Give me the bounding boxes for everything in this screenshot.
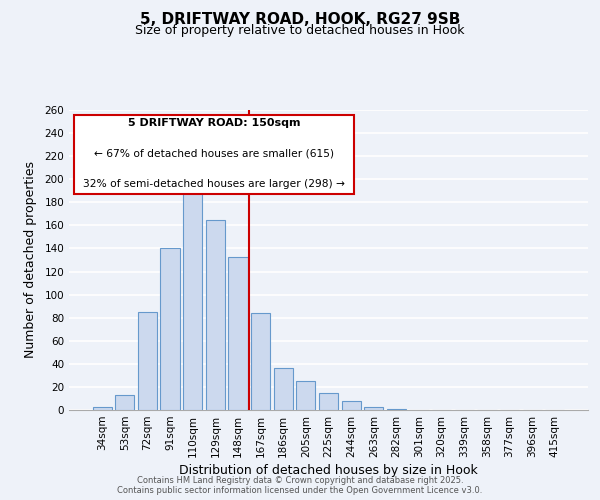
Text: Contains HM Land Registry data © Crown copyright and database right 2025.: Contains HM Land Registry data © Crown c… <box>137 476 463 485</box>
Bar <box>341 401 361 410</box>
Text: 5 DRIFTWAY ROAD: 150sqm: 5 DRIFTWAY ROAD: 150sqm <box>128 118 301 128</box>
Text: 5, DRIFTWAY ROAD, HOOK, RG27 9SB: 5, DRIFTWAY ROAD, HOOK, RG27 9SB <box>140 12 460 28</box>
Bar <box>274 368 293 410</box>
Bar <box>251 313 270 410</box>
Bar <box>92 406 112 410</box>
Bar <box>138 312 157 410</box>
Bar <box>206 220 225 410</box>
FancyBboxPatch shape <box>74 114 355 194</box>
Bar <box>364 406 383 410</box>
Text: Contains public sector information licensed under the Open Government Licence v3: Contains public sector information licen… <box>118 486 482 495</box>
Text: ← 67% of detached houses are smaller (615): ← 67% of detached houses are smaller (61… <box>94 149 334 159</box>
Bar <box>319 392 338 410</box>
Bar <box>160 248 180 410</box>
Bar <box>296 381 316 410</box>
Bar <box>115 395 134 410</box>
Y-axis label: Number of detached properties: Number of detached properties <box>25 162 37 358</box>
Bar <box>387 409 406 410</box>
X-axis label: Distribution of detached houses by size in Hook: Distribution of detached houses by size … <box>179 464 478 477</box>
Text: Size of property relative to detached houses in Hook: Size of property relative to detached ho… <box>135 24 465 37</box>
Bar <box>229 256 248 410</box>
Text: 32% of semi-detached houses are larger (298) →: 32% of semi-detached houses are larger (… <box>83 179 345 189</box>
Bar <box>183 169 202 410</box>
